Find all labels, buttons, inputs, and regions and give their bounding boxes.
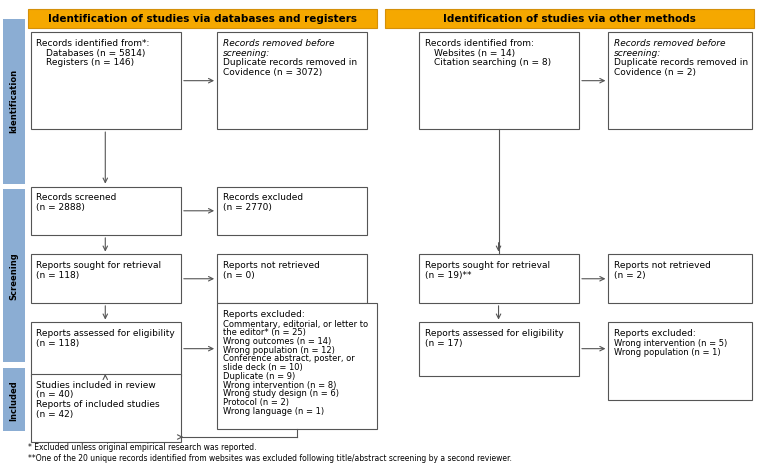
Text: Reports sought for retrieval: Reports sought for retrieval: [425, 261, 550, 270]
Text: (n = 17): (n = 17): [425, 339, 462, 348]
Text: * Excluded unless original empirical research was reported.: * Excluded unless original empirical res…: [28, 443, 256, 452]
Text: Identification of studies via other methods: Identification of studies via other meth…: [443, 14, 696, 24]
Text: Studies included in review: Studies included in review: [37, 381, 156, 390]
Bar: [30, 322, 181, 376]
Bar: [30, 186, 181, 235]
Text: Screening: Screening: [9, 252, 19, 300]
Bar: [3, 190, 25, 362]
Text: Records excluded: Records excluded: [223, 193, 303, 202]
Bar: [3, 18, 25, 183]
Text: Wrong intervention (n = 8): Wrong intervention (n = 8): [223, 381, 336, 390]
Text: (n = 0): (n = 0): [223, 271, 255, 280]
Bar: [217, 32, 368, 129]
Text: (n = 2770): (n = 2770): [223, 203, 272, 212]
Text: Databases (n = 5814): Databases (n = 5814): [46, 49, 145, 58]
Text: (n = 19)**: (n = 19)**: [425, 271, 471, 280]
Text: Records identified from*:: Records identified from*:: [37, 39, 150, 48]
Bar: [217, 303, 377, 429]
Text: Reports excluded:: Reports excluded:: [223, 310, 305, 319]
Text: Records removed before: Records removed before: [614, 39, 726, 48]
Text: Reports of included studies: Reports of included studies: [37, 400, 160, 409]
Bar: [419, 322, 579, 376]
Text: slide deck (n = 10): slide deck (n = 10): [223, 363, 302, 372]
Text: the editor* (n = 25): the editor* (n = 25): [223, 328, 305, 337]
Bar: [419, 32, 579, 129]
Text: Identification of studies via databases and registers: Identification of studies via databases …: [48, 14, 357, 24]
Text: Reports sought for retrieval: Reports sought for retrieval: [37, 261, 162, 270]
Text: Records screened: Records screened: [37, 193, 117, 202]
Text: Protocol (n = 2): Protocol (n = 2): [223, 398, 289, 407]
Bar: [608, 32, 752, 129]
Text: Registers (n = 146): Registers (n = 146): [46, 58, 134, 67]
Bar: [30, 255, 181, 303]
Text: Included: Included: [9, 380, 19, 420]
Text: Reports not retrieved: Reports not retrieved: [223, 261, 319, 270]
Text: Wrong population (n = 12): Wrong population (n = 12): [223, 346, 335, 355]
Text: Records removed before: Records removed before: [223, 39, 334, 48]
Text: Duplicate records removed in: Duplicate records removed in: [223, 58, 357, 67]
Text: Wrong outcomes (n = 14): Wrong outcomes (n = 14): [223, 337, 331, 346]
Text: Reports excluded:: Reports excluded:: [614, 329, 696, 338]
Bar: [608, 255, 752, 303]
Text: Commentary, editorial, or letter to: Commentary, editorial, or letter to: [223, 319, 368, 328]
Text: Citation searching (n = 8): Citation searching (n = 8): [434, 58, 552, 67]
Bar: [217, 255, 368, 303]
Text: (n = 118): (n = 118): [37, 339, 79, 348]
Text: screening:: screening:: [614, 49, 661, 58]
Text: (n = 118): (n = 118): [37, 271, 79, 280]
Text: (n = 40): (n = 40): [37, 391, 74, 400]
Bar: [608, 322, 752, 400]
Text: Records identified from:: Records identified from:: [425, 39, 534, 48]
Text: Reports assessed for eligibility: Reports assessed for eligibility: [37, 329, 175, 338]
Text: screening:: screening:: [223, 49, 270, 58]
Text: Wrong intervention (n = 5): Wrong intervention (n = 5): [614, 339, 727, 348]
Bar: [419, 255, 579, 303]
Bar: [3, 368, 25, 431]
Bar: [28, 9, 377, 28]
Bar: [30, 32, 181, 129]
Bar: [385, 9, 754, 28]
Text: Covidence (n = 3072): Covidence (n = 3072): [223, 68, 322, 77]
Text: Duplicate records removed in: Duplicate records removed in: [614, 58, 748, 67]
Text: Wrong population (n = 1): Wrong population (n = 1): [614, 348, 721, 357]
Text: **One of the 20 unique records identified from websites was excluded following t: **One of the 20 unique records identifie…: [28, 454, 511, 463]
Bar: [217, 186, 368, 235]
Text: Covidence (n = 2): Covidence (n = 2): [614, 68, 696, 77]
Text: Reports assessed for eligibility: Reports assessed for eligibility: [425, 329, 563, 338]
Text: (n = 2888): (n = 2888): [37, 203, 85, 212]
Text: Reports not retrieved: Reports not retrieved: [614, 261, 711, 270]
Text: (n = 42): (n = 42): [37, 410, 74, 419]
Text: Websites (n = 14): Websites (n = 14): [434, 49, 516, 58]
Text: Identification: Identification: [9, 69, 19, 133]
Text: Wrong study design (n = 6): Wrong study design (n = 6): [223, 390, 339, 399]
Text: Duplicate (n = 9): Duplicate (n = 9): [223, 372, 295, 381]
Text: Conference abstract, poster, or: Conference abstract, poster, or: [223, 355, 354, 364]
Text: (n = 2): (n = 2): [614, 271, 646, 280]
Bar: [30, 374, 181, 442]
Text: Wrong language (n = 1): Wrong language (n = 1): [223, 407, 324, 416]
